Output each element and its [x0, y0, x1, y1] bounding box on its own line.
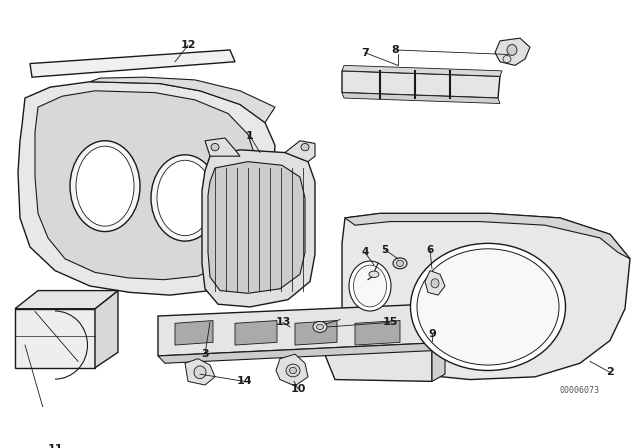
Polygon shape: [425, 271, 445, 295]
Polygon shape: [318, 338, 432, 381]
Polygon shape: [208, 162, 305, 293]
Polygon shape: [342, 213, 630, 379]
Polygon shape: [276, 354, 308, 386]
Polygon shape: [295, 321, 337, 345]
Text: 11: 11: [47, 444, 63, 448]
Text: 4: 4: [362, 247, 369, 258]
Ellipse shape: [313, 322, 327, 332]
Ellipse shape: [286, 364, 300, 377]
Text: 6: 6: [426, 245, 434, 255]
Polygon shape: [15, 291, 118, 309]
Polygon shape: [432, 332, 445, 381]
Text: 15: 15: [382, 317, 397, 327]
Ellipse shape: [157, 160, 213, 236]
Ellipse shape: [76, 146, 134, 226]
Ellipse shape: [317, 324, 323, 330]
Text: 13: 13: [275, 317, 291, 327]
Polygon shape: [202, 150, 315, 307]
Polygon shape: [158, 343, 435, 363]
Ellipse shape: [211, 143, 219, 151]
Polygon shape: [175, 321, 213, 345]
Ellipse shape: [507, 44, 517, 56]
Polygon shape: [235, 321, 277, 345]
Polygon shape: [342, 93, 500, 103]
Text: 3: 3: [201, 349, 209, 359]
Ellipse shape: [353, 265, 387, 307]
Ellipse shape: [397, 260, 403, 267]
Text: 2: 2: [606, 367, 614, 377]
Polygon shape: [15, 309, 95, 368]
Polygon shape: [342, 71, 500, 98]
Ellipse shape: [503, 56, 511, 63]
Polygon shape: [30, 50, 235, 77]
Ellipse shape: [301, 143, 309, 151]
Polygon shape: [285, 141, 315, 162]
Ellipse shape: [289, 367, 296, 374]
Ellipse shape: [417, 249, 559, 365]
Polygon shape: [95, 291, 118, 368]
Text: 7: 7: [361, 47, 369, 58]
Polygon shape: [495, 38, 530, 65]
Text: 5: 5: [381, 245, 388, 255]
Text: 14: 14: [236, 376, 252, 386]
Polygon shape: [345, 213, 630, 259]
Ellipse shape: [393, 258, 407, 269]
Polygon shape: [205, 138, 240, 156]
Polygon shape: [355, 321, 400, 345]
Text: 1: 1: [246, 131, 254, 141]
Polygon shape: [158, 304, 428, 356]
Text: 8: 8: [391, 45, 399, 55]
Polygon shape: [35, 91, 255, 280]
Ellipse shape: [431, 279, 439, 288]
Ellipse shape: [410, 243, 566, 370]
Ellipse shape: [369, 271, 379, 277]
Polygon shape: [342, 65, 502, 76]
Text: 10: 10: [291, 383, 306, 394]
Text: 9: 9: [428, 329, 436, 339]
Ellipse shape: [151, 155, 219, 241]
Ellipse shape: [349, 261, 391, 311]
Ellipse shape: [70, 141, 140, 232]
Polygon shape: [90, 77, 275, 123]
Text: 12: 12: [180, 40, 196, 51]
Text: 00006073: 00006073: [560, 386, 600, 395]
Polygon shape: [185, 359, 215, 385]
Ellipse shape: [194, 366, 206, 379]
Polygon shape: [18, 82, 275, 295]
